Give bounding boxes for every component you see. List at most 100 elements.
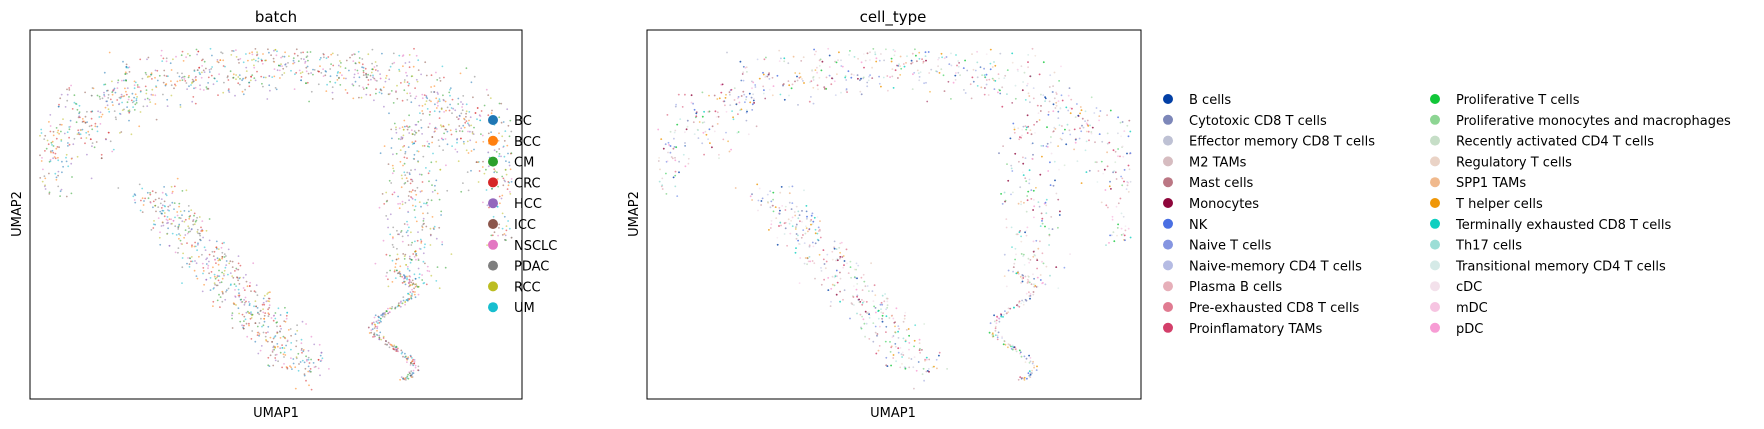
scatter-point — [381, 52, 383, 55]
scatter-point — [1054, 127, 1057, 130]
scatter-point — [428, 142, 430, 145]
scatter-point — [1027, 190, 1030, 193]
scatter-point — [251, 74, 254, 76]
scatter-point — [467, 152, 470, 154]
scatter-point — [1050, 152, 1053, 155]
scatter-point — [461, 106, 463, 108]
scatter-point — [108, 110, 111, 113]
scatter-point — [141, 187, 144, 190]
scatter-point — [181, 220, 184, 223]
scatter-point — [178, 223, 181, 226]
scatter-point — [190, 256, 193, 258]
scatter-point — [667, 151, 669, 154]
scatter-point — [402, 65, 404, 68]
scatter-point — [227, 273, 229, 276]
scatter-point — [452, 107, 455, 110]
scatter-point — [1084, 120, 1086, 122]
scatter-point — [1085, 130, 1088, 133]
scatter-point — [283, 363, 285, 365]
scatter-point — [329, 75, 332, 78]
scatter-point — [271, 341, 273, 343]
scatter-point — [178, 75, 181, 78]
scatter-point — [430, 86, 432, 88]
scatter-point — [389, 254, 391, 257]
scatter-point — [81, 118, 84, 120]
scatter-point — [274, 312, 277, 314]
scatter-point — [768, 88, 771, 91]
scatter-point — [432, 152, 434, 155]
scatter-point — [1073, 128, 1076, 131]
scatter-point — [503, 155, 506, 158]
scatter-point — [201, 262, 204, 265]
scatter-point — [215, 262, 217, 264]
scatter-point — [475, 141, 478, 144]
scatter-point — [462, 95, 465, 97]
scatter-point — [169, 204, 172, 207]
scatter-point — [294, 333, 297, 335]
scatter-point — [61, 160, 63, 163]
scatter-point — [985, 83, 988, 86]
legend-marker — [1163, 198, 1173, 208]
scatter-point — [81, 121, 84, 123]
scatter-point — [178, 202, 181, 205]
scatter-point — [221, 271, 224, 274]
scatter-point — [505, 229, 508, 232]
scatter-point — [399, 149, 402, 152]
scatter-point — [393, 61, 396, 64]
scatter-point — [398, 68, 400, 71]
scatter-point — [254, 48, 257, 50]
scatter-point — [408, 199, 410, 202]
scatter-point — [679, 118, 682, 120]
scatter-point — [404, 151, 407, 153]
scatter-point — [163, 212, 166, 214]
scatter-point — [703, 121, 706, 123]
scatter-point — [230, 54, 233, 56]
scatter-point — [904, 339, 907, 342]
scatter-point — [828, 74, 831, 77]
scatter-point — [503, 233, 506, 235]
scatter-point — [283, 72, 286, 74]
scatter-point — [718, 153, 720, 156]
scatter-point — [739, 109, 742, 111]
scatter-point — [989, 62, 992, 65]
scatter-point — [901, 351, 904, 354]
scatter-point — [737, 96, 740, 98]
scatter-point — [387, 341, 390, 344]
scatter-point — [189, 230, 192, 233]
scatter-point — [289, 328, 292, 330]
scatter-point — [310, 72, 312, 74]
scatter-point — [437, 93, 439, 95]
scatter-point — [445, 128, 448, 131]
scatter-point — [371, 328, 374, 331]
scatter-point — [993, 320, 996, 323]
cell-type-point-cloud — [657, 47, 1132, 390]
scatter-point — [394, 306, 397, 309]
scatter-point — [669, 145, 672, 147]
scatter-point — [152, 94, 154, 96]
scatter-point — [205, 86, 208, 88]
scatter-point — [387, 226, 389, 229]
scatter-point — [835, 259, 837, 262]
scatter-point — [726, 51, 728, 54]
scatter-point — [393, 122, 396, 125]
scatter-point — [225, 290, 227, 293]
scatter-point — [1057, 145, 1059, 148]
scatter-point — [387, 307, 389, 310]
scatter-point — [269, 336, 272, 339]
scatter-point — [1050, 136, 1052, 138]
scatter-point — [1023, 264, 1026, 266]
scatter-point — [438, 226, 441, 229]
legend-marker — [488, 260, 498, 271]
scatter-point — [1063, 266, 1066, 269]
scatter-point — [976, 85, 979, 87]
legend-entry: RCC — [488, 280, 541, 295]
scatter-point — [778, 60, 781, 62]
scatter-point — [183, 78, 186, 80]
scatter-point — [813, 53, 816, 56]
scatter-point — [1013, 306, 1015, 309]
scatter-point — [201, 59, 203, 62]
scatter-point — [191, 260, 194, 263]
scatter-point — [957, 71, 960, 74]
scatter-point — [869, 51, 871, 54]
scatter-point — [950, 52, 952, 55]
